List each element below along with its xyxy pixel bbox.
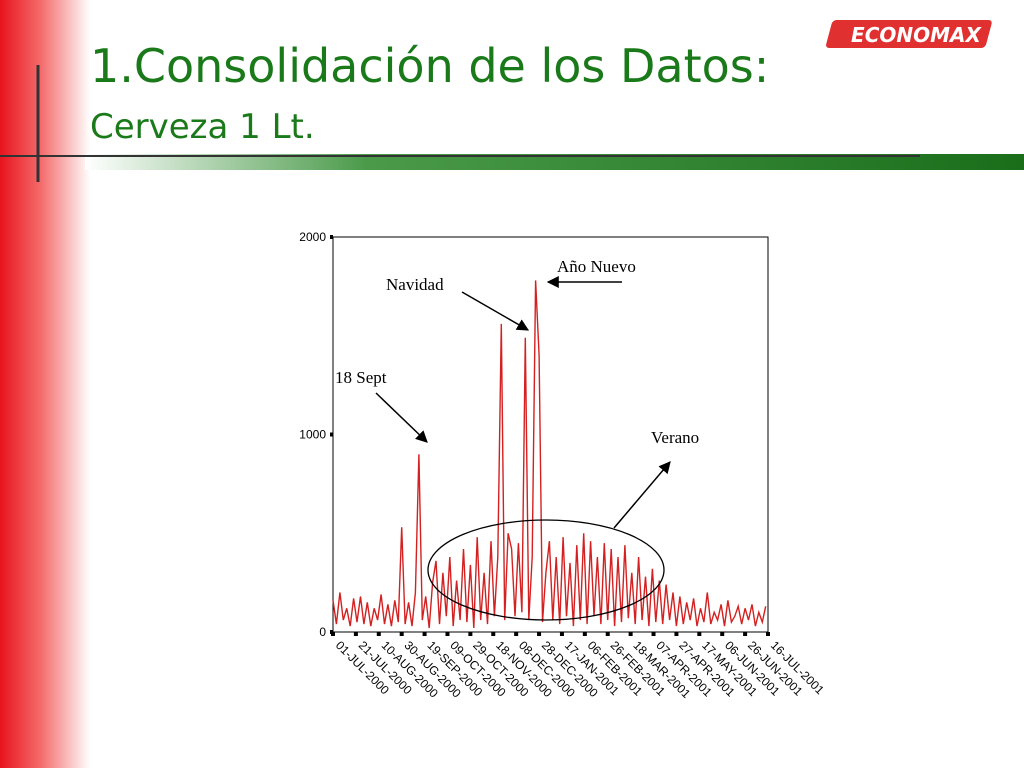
side-band xyxy=(0,0,90,768)
x-tick xyxy=(605,632,610,636)
x-tick xyxy=(491,632,496,636)
plot: 01000200001-JUL-200021-JUL-200010-AUG-20… xyxy=(299,230,827,701)
x-tick xyxy=(331,632,335,636)
x-tick xyxy=(445,632,450,636)
summer-ellipse xyxy=(427,519,665,621)
x-tick xyxy=(674,632,679,636)
x-tick xyxy=(582,632,587,636)
x-tick xyxy=(651,632,656,636)
title-rule xyxy=(85,154,1024,170)
x-tick xyxy=(766,632,770,636)
y-tick-label: 1000 xyxy=(299,428,326,442)
x-tick xyxy=(559,632,564,636)
arrow xyxy=(613,461,671,529)
x-tick xyxy=(697,632,702,636)
slide-subtitle: Cerveza 1 Lt. xyxy=(90,107,315,147)
annotation: 18 Sept xyxy=(335,368,387,387)
x-tick xyxy=(399,632,404,636)
x-tick xyxy=(743,632,748,636)
logo: ECONOMAX xyxy=(826,20,992,48)
x-tick xyxy=(468,632,473,636)
x-tick xyxy=(537,632,542,636)
annotation: Verano xyxy=(651,428,699,447)
annotation: Navidad xyxy=(386,275,444,294)
y-tick xyxy=(330,432,333,437)
y-tick-label: 0 xyxy=(319,625,326,639)
x-tick xyxy=(376,632,381,636)
x-tick xyxy=(422,632,427,636)
arrow xyxy=(461,291,530,331)
x-tick xyxy=(628,632,633,636)
x-tick xyxy=(514,632,519,636)
slide-title: 1.Consolidación de los Datos: xyxy=(90,39,769,93)
x-tick xyxy=(720,632,725,636)
x-tick xyxy=(353,632,358,636)
logo-text: ECONOMAX xyxy=(851,23,982,47)
data-line xyxy=(332,280,767,629)
arrow xyxy=(375,392,428,443)
logo-bg xyxy=(826,20,992,48)
y-tick-label: 2000 xyxy=(299,230,326,244)
y-tick xyxy=(330,235,333,239)
annotation: Año Nuevo xyxy=(557,257,636,276)
